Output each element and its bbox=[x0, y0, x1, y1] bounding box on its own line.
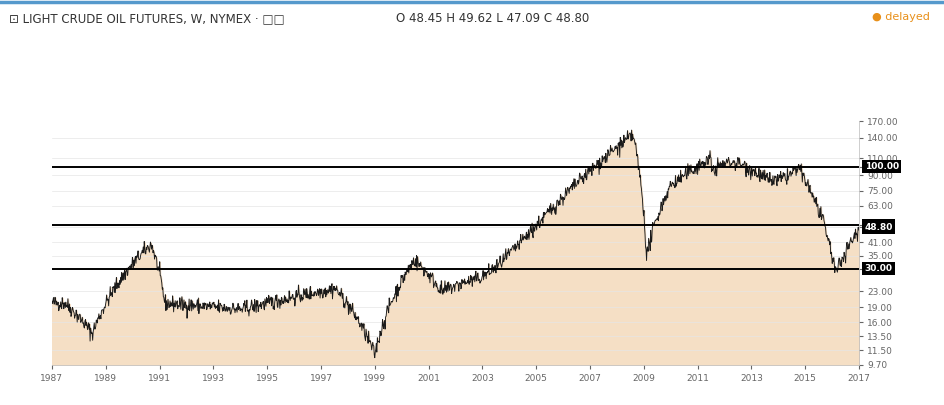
Text: 100.00: 100.00 bbox=[865, 162, 899, 171]
Text: ● delayed: ● delayed bbox=[872, 12, 930, 22]
Text: 48.80: 48.80 bbox=[865, 223, 893, 232]
Text: O 48.45 H 49.62 L 47.09 C 48.80: O 48.45 H 49.62 L 47.09 C 48.80 bbox=[396, 12, 590, 25]
Text: 30.00: 30.00 bbox=[865, 264, 893, 273]
Text: ⊡ LIGHT CRUDE OIL FUTURES, W, NYMEX · □□: ⊡ LIGHT CRUDE OIL FUTURES, W, NYMEX · □□ bbox=[9, 12, 285, 25]
Text: 50.00: 50.00 bbox=[865, 221, 893, 230]
